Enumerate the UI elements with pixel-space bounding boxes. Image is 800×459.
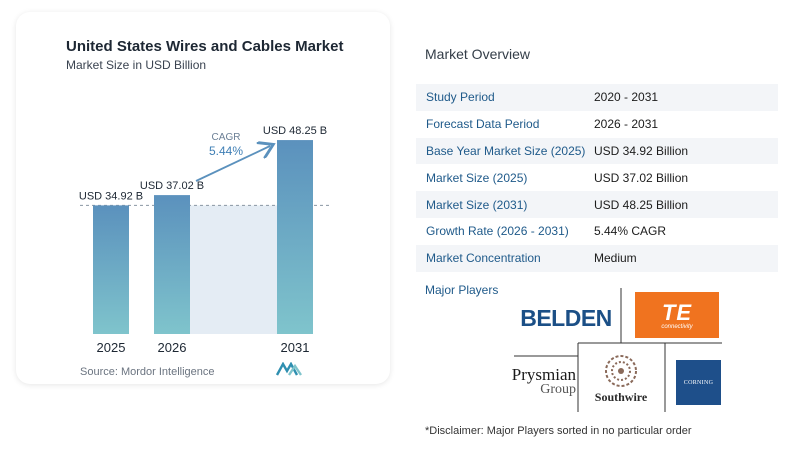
overview-row-value: USD 34.92 Billion (594, 143, 689, 158)
cagr-arrow (195, 146, 270, 182)
overview-row-value: 5.44% CAGR (594, 224, 667, 239)
corning-wordmark: CORNING (683, 379, 714, 386)
southwire-wordmark: Southwire (594, 389, 648, 404)
overview-table: Study Period 2020 - 2031 Forecast Data Per… (416, 84, 778, 272)
overview-row-label: Market Size (2031) (426, 197, 528, 212)
prysmian-group-text: Group (540, 381, 576, 397)
overview-row-value: USD 48.25 Billion (594, 197, 689, 212)
mordor-logo-icon (275, 362, 302, 376)
te-subtext: connectivity (661, 324, 693, 330)
bar-2031 (277, 140, 313, 334)
te-wordmark: TE (661, 300, 693, 325)
bar-2026 (154, 195, 190, 334)
data-label-2031: USD 48.25 B (263, 125, 327, 137)
overview-row-value: Medium (594, 251, 637, 266)
tick-label-2031: 2031 (281, 340, 310, 355)
te-connectivity-logo: TE connectivity (635, 292, 719, 338)
overview-row-label: Growth Rate (2026 - 2031) (426, 224, 569, 239)
tick-label-2026: 2026 (158, 340, 187, 355)
southwire-logo: Southwire (582, 350, 660, 408)
data-label-2026: USD 37.02 B (140, 180, 204, 192)
southwire-emblem-icon (605, 354, 637, 387)
overview-row: Market Size (2025) USD 37.02 Billion (416, 164, 778, 192)
overview-row: Market Concentration Medium (416, 244, 778, 272)
chart-subtitle: Market Size in USD Billion (66, 58, 207, 72)
overview-row-label: Base Year Market Size (2025) (426, 143, 586, 158)
overview-row-label: Market Concentration (426, 251, 541, 266)
overview-row: Market Size (2031) USD 48.25 Billion (416, 191, 778, 218)
prysmian-wordmark: Prysmian (511, 364, 576, 384)
major-players-label: Major Players (425, 283, 499, 297)
belden-wordmark: BELDEN (520, 304, 612, 331)
overview-row-value: USD 37.02 Billion (594, 170, 689, 185)
cagr-label: CAGR (212, 132, 241, 143)
overview-row-label: Market Size (2025) (426, 170, 528, 185)
bar-2025 (93, 205, 129, 334)
growth-band (190, 205, 277, 334)
cagr-value: 5.44% (209, 144, 243, 158)
overview-row-value: 2026 - 2031 (594, 117, 659, 132)
source-note: Source: Mordor Intelligence (80, 366, 215, 378)
tick-label-2025: 2025 (97, 340, 126, 355)
prysmian-logo: Prysmian Group (512, 360, 576, 402)
overview-row: Growth Rate (2026 - 2031) 5.44% CAGR (416, 217, 778, 245)
overview-row-value: 2020 - 2031 (594, 90, 659, 105)
overview-row-label: Study Period (426, 90, 495, 105)
belden-logo: BELDEN (514, 296, 618, 340)
overview-title: Market Overview (425, 46, 531, 62)
overview-row: Study Period 2020 - 2031 (416, 84, 778, 111)
chart-title: United States Wires and Cables Market (66, 38, 344, 55)
overview-row: Base Year Market Size (2025) USD 34.92 Bi… (416, 137, 778, 165)
overview-row: Forecast Data Period 2026 - 2031 (416, 110, 778, 138)
overview-row-label: Forecast Data Period (426, 117, 540, 132)
bar-chart: USD 34.92 B 2025 USD 37.02 B 2026 USD 48.25 … (79, 125, 332, 355)
disclaimer: *Disclaimer: Major Players sorted in no … (425, 425, 692, 437)
data-label-2025: USD 34.92 B (79, 190, 143, 202)
corning-logo: CORNING (676, 360, 721, 405)
